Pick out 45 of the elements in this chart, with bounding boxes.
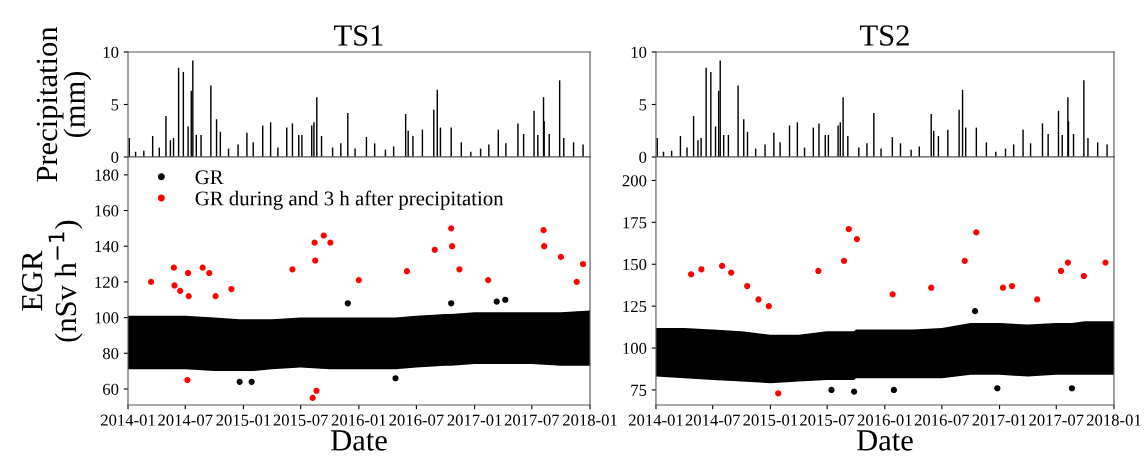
legend-label: GR (195, 170, 224, 185)
y-tick-label: 120 (95, 276, 119, 288)
x-tick-label: 2017-07 (1029, 414, 1084, 426)
y-axis-title: EGR (nSv h$^{−1}$) (21, 220, 83, 342)
y-tick-label: 0 (639, 151, 647, 163)
x-tick-label: 2017-01 (447, 414, 502, 426)
y-tick-label: 160 (95, 205, 119, 217)
y-tick-label: 0 (111, 151, 119, 163)
x-axis-title: Date (857, 430, 913, 451)
y-tick-label: 5 (639, 99, 647, 111)
x-tick-label: 2016-07 (389, 414, 444, 426)
y-tick-label: 10 (103, 46, 119, 58)
x-tick-label: 2015-01 (743, 414, 798, 426)
y-tick-label: 180 (95, 169, 119, 181)
x-tick-label: 2018-01 (562, 414, 617, 426)
chart-title: TS1 (334, 25, 383, 46)
x-axis-title: Date (331, 430, 387, 451)
x-tick-label: 2017-01 (972, 414, 1027, 426)
x-tick-label: 2015-07 (800, 414, 855, 426)
y-tick-label: 80 (102, 347, 119, 360)
x-tick-label: 2014-07 (158, 414, 213, 426)
y-tick-label: 10 (631, 46, 647, 58)
y-tick-label: 125 (623, 300, 647, 313)
y-tick-label: 100 (623, 342, 647, 354)
x-tick-label: 2016-07 (914, 414, 970, 426)
x-tick-label: 2018-01 (1086, 414, 1141, 426)
legend-label: GR during and 3 h after precipitation (195, 190, 504, 210)
y-axis-title: Precipitation (mm) (36, 26, 92, 182)
x-tick-label: 2014-07 (685, 414, 741, 426)
y-tick-label: 200 (622, 175, 647, 187)
x-tick-label: 2015-07 (273, 414, 328, 426)
chart-title: TS2 (860, 25, 909, 46)
x-tick-label: 2015-01 (216, 414, 271, 426)
x-tick-label: 2016-01 (857, 414, 912, 426)
y-tick-label: 150 (623, 258, 647, 271)
x-tick-label: 2014-01 (628, 414, 683, 426)
y-tick-label: 5 (111, 99, 119, 111)
y-tick-label: 175 (623, 217, 647, 229)
y-tick-label: 100 (95, 312, 119, 324)
y-tick-label: 60 (103, 383, 119, 395)
x-tick-label: 2014-01 (100, 414, 155, 426)
x-tick-label: 2016-01 (331, 414, 386, 426)
y-tick-label: 140 (95, 240, 119, 253)
x-tick-label: 2017-07 (504, 414, 560, 426)
y-tick-label: 75 (631, 384, 647, 396)
